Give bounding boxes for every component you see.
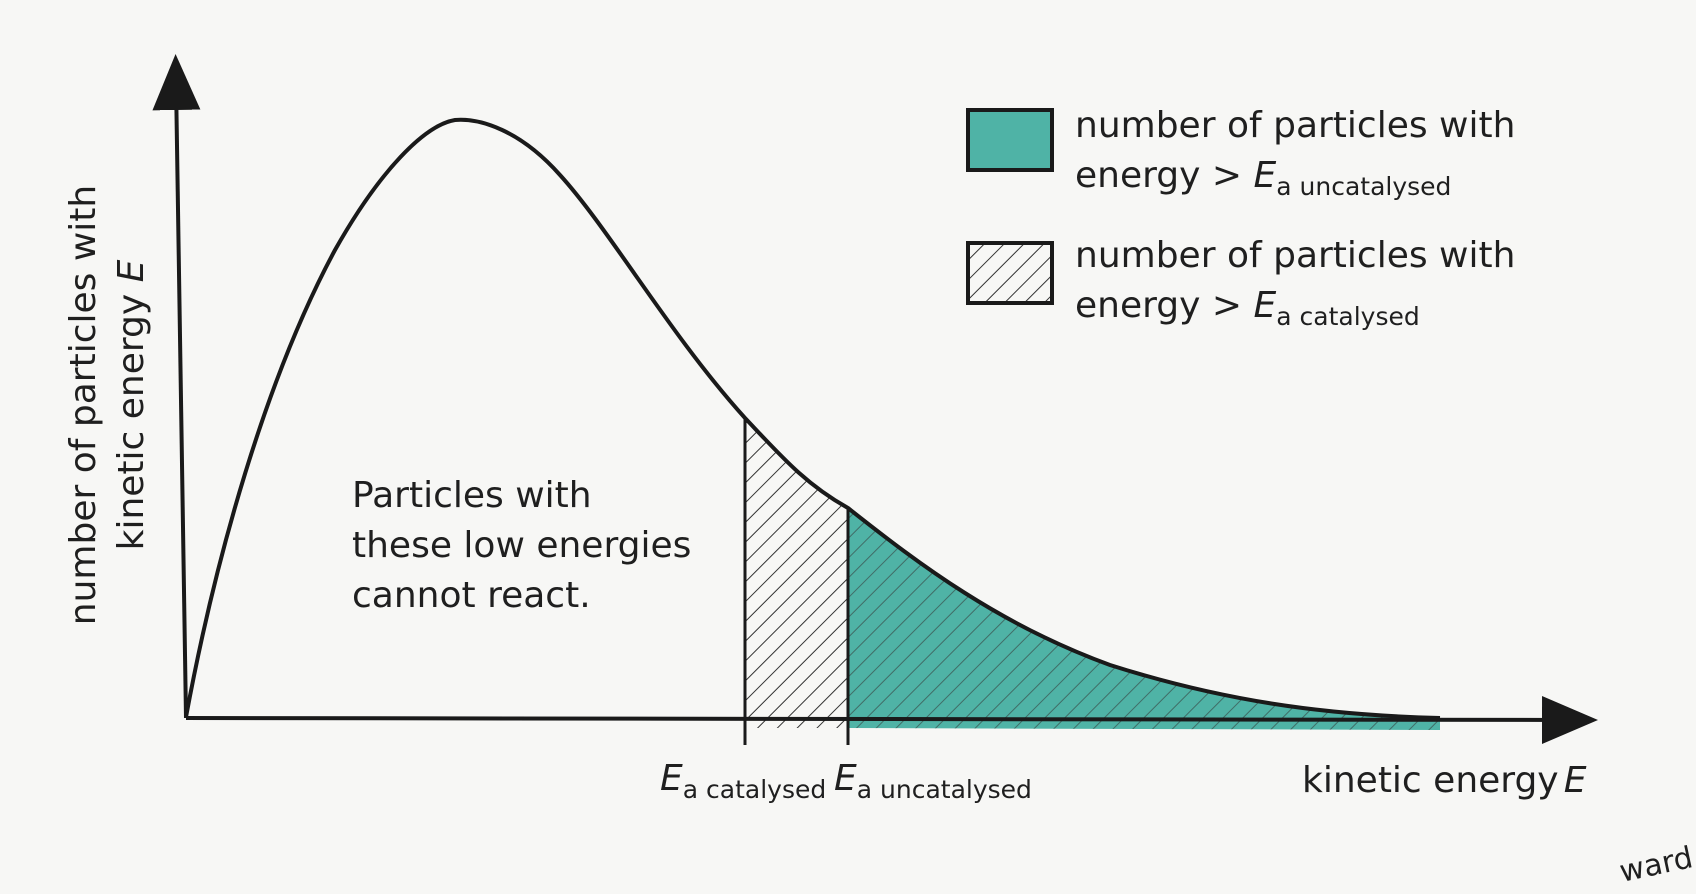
y-axis-label-line1: number of particles with [63,185,104,625]
x-axis-label: kinetic energy E [1302,760,1587,801]
y-axis-label: number of particles with kinetic energy … [63,185,152,625]
margin-fragment-text: ward [1616,840,1695,889]
legend-item-2-line2: energy > Ea catalysed [1075,285,1420,331]
x-axis [185,695,1598,744]
y-axis-label-line2: kinetic energy E [111,259,152,550]
region-uncatalysed-hatch-overlay [848,508,1440,730]
legend: number of particles with energy > Ea unc… [966,105,1515,331]
annotation-line-2: these low energies [352,525,691,566]
annotation-line-3: cannot react. [352,575,591,616]
tick-label-ea-uncatalysed: Ea uncatalysed [834,758,1032,804]
tick-label-ea-catalysed: Ea catalysed [660,758,826,804]
legend-swatch-hatched [966,241,1054,305]
y-axis [152,54,201,719]
legend-swatch-teal [966,108,1054,172]
low-energy-annotation: Particles with these low energies cannot… [352,475,691,616]
distribution-curve [184,117,1441,720]
legend-item-1-line1: number of particles with [1075,105,1515,146]
legend-item-1-line2: energy > Ea uncatalysed [1075,155,1451,201]
legend-item-2-line1: number of particles with [1075,235,1515,276]
region-energy-above-catalysed [745,418,848,728]
annotation-line-1: Particles with [352,475,592,516]
